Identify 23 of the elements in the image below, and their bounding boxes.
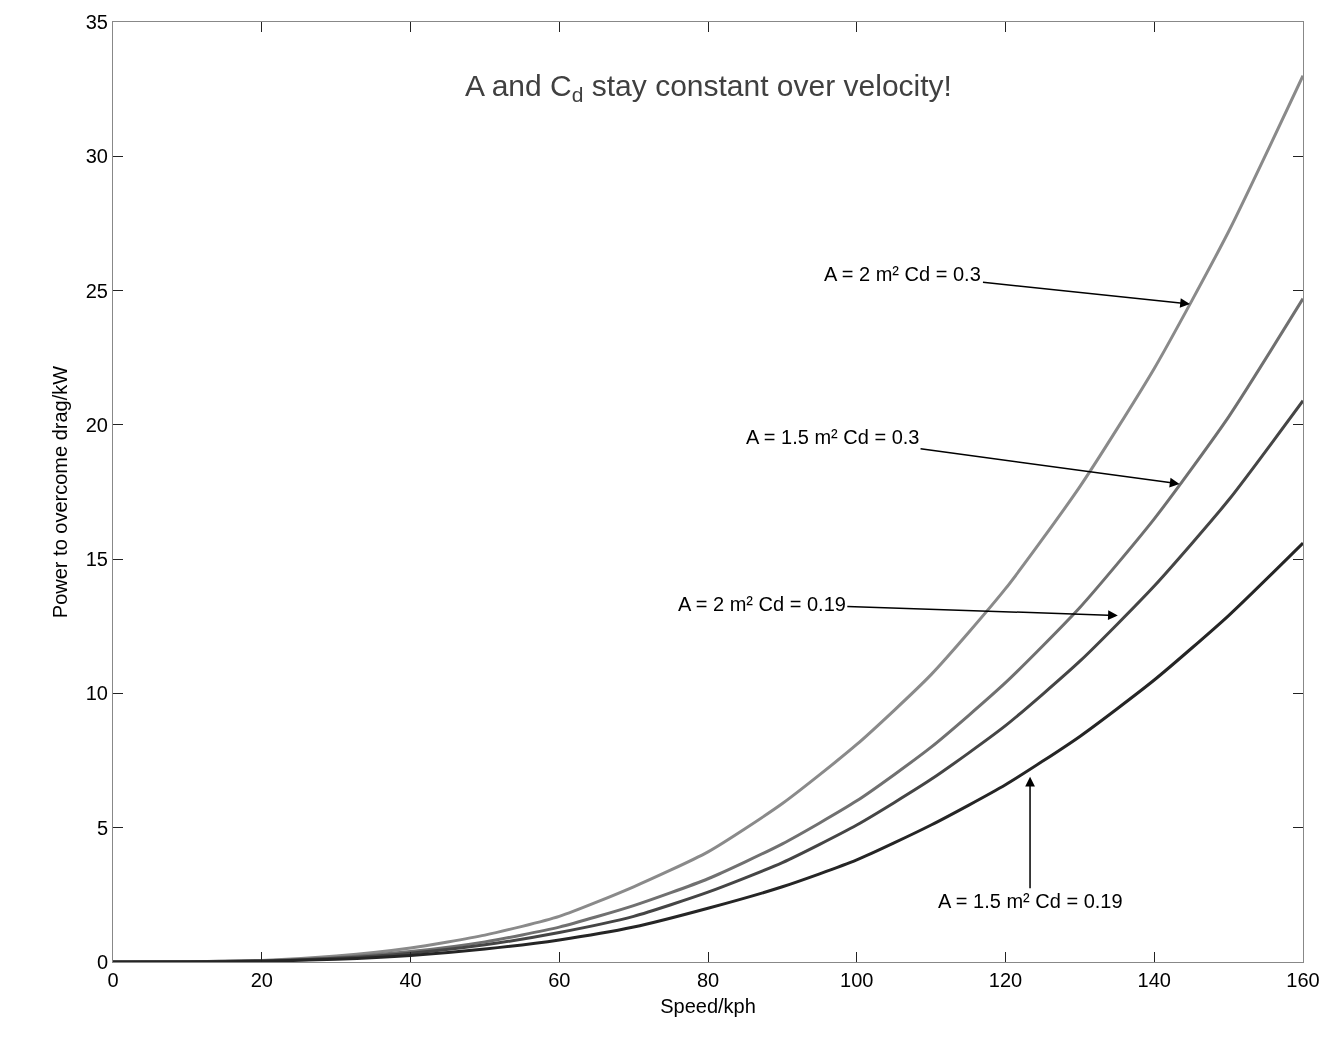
x-tick-label: 160: [1286, 969, 1320, 991]
y-tick-label: 30: [85, 145, 108, 168]
y-tick-label: 5: [96, 816, 108, 839]
x-tick-label: 140: [1137, 969, 1171, 991]
y-tick-label: 25: [85, 279, 108, 302]
annotation: A = 2 m² Cd = 0.19: [678, 593, 846, 615]
x-tick-label: 100: [840, 969, 874, 991]
y-tick-label: 0: [96, 951, 108, 973]
y-tick-label: 15: [85, 548, 108, 571]
x-tick-label: 40: [399, 969, 422, 991]
annotation: A and C$_{d}$ stay constant over velocity!: [465, 69, 952, 107]
x-tick-label: 60: [548, 969, 571, 991]
annotation: A = 2 m² Cd = 0.3: [824, 263, 981, 285]
x-axis-title: Speed/kph: [660, 994, 756, 1017]
y-axis-title: Power to overcome drag/kW: [49, 365, 72, 619]
annotation: A = 1.5 m² Cd = 0.19: [938, 890, 1123, 912]
x-tick-label: 120: [988, 969, 1023, 991]
x-tick-label: 80: [696, 969, 720, 991]
y-tick-label: 20: [85, 413, 108, 436]
x-tick-label: 20: [250, 969, 273, 991]
y-tick-label: 10: [85, 682, 108, 705]
annotation: A = 1.5 m² Cd = 0.3: [746, 426, 920, 448]
y-tick-label: 35: [85, 11, 108, 33]
